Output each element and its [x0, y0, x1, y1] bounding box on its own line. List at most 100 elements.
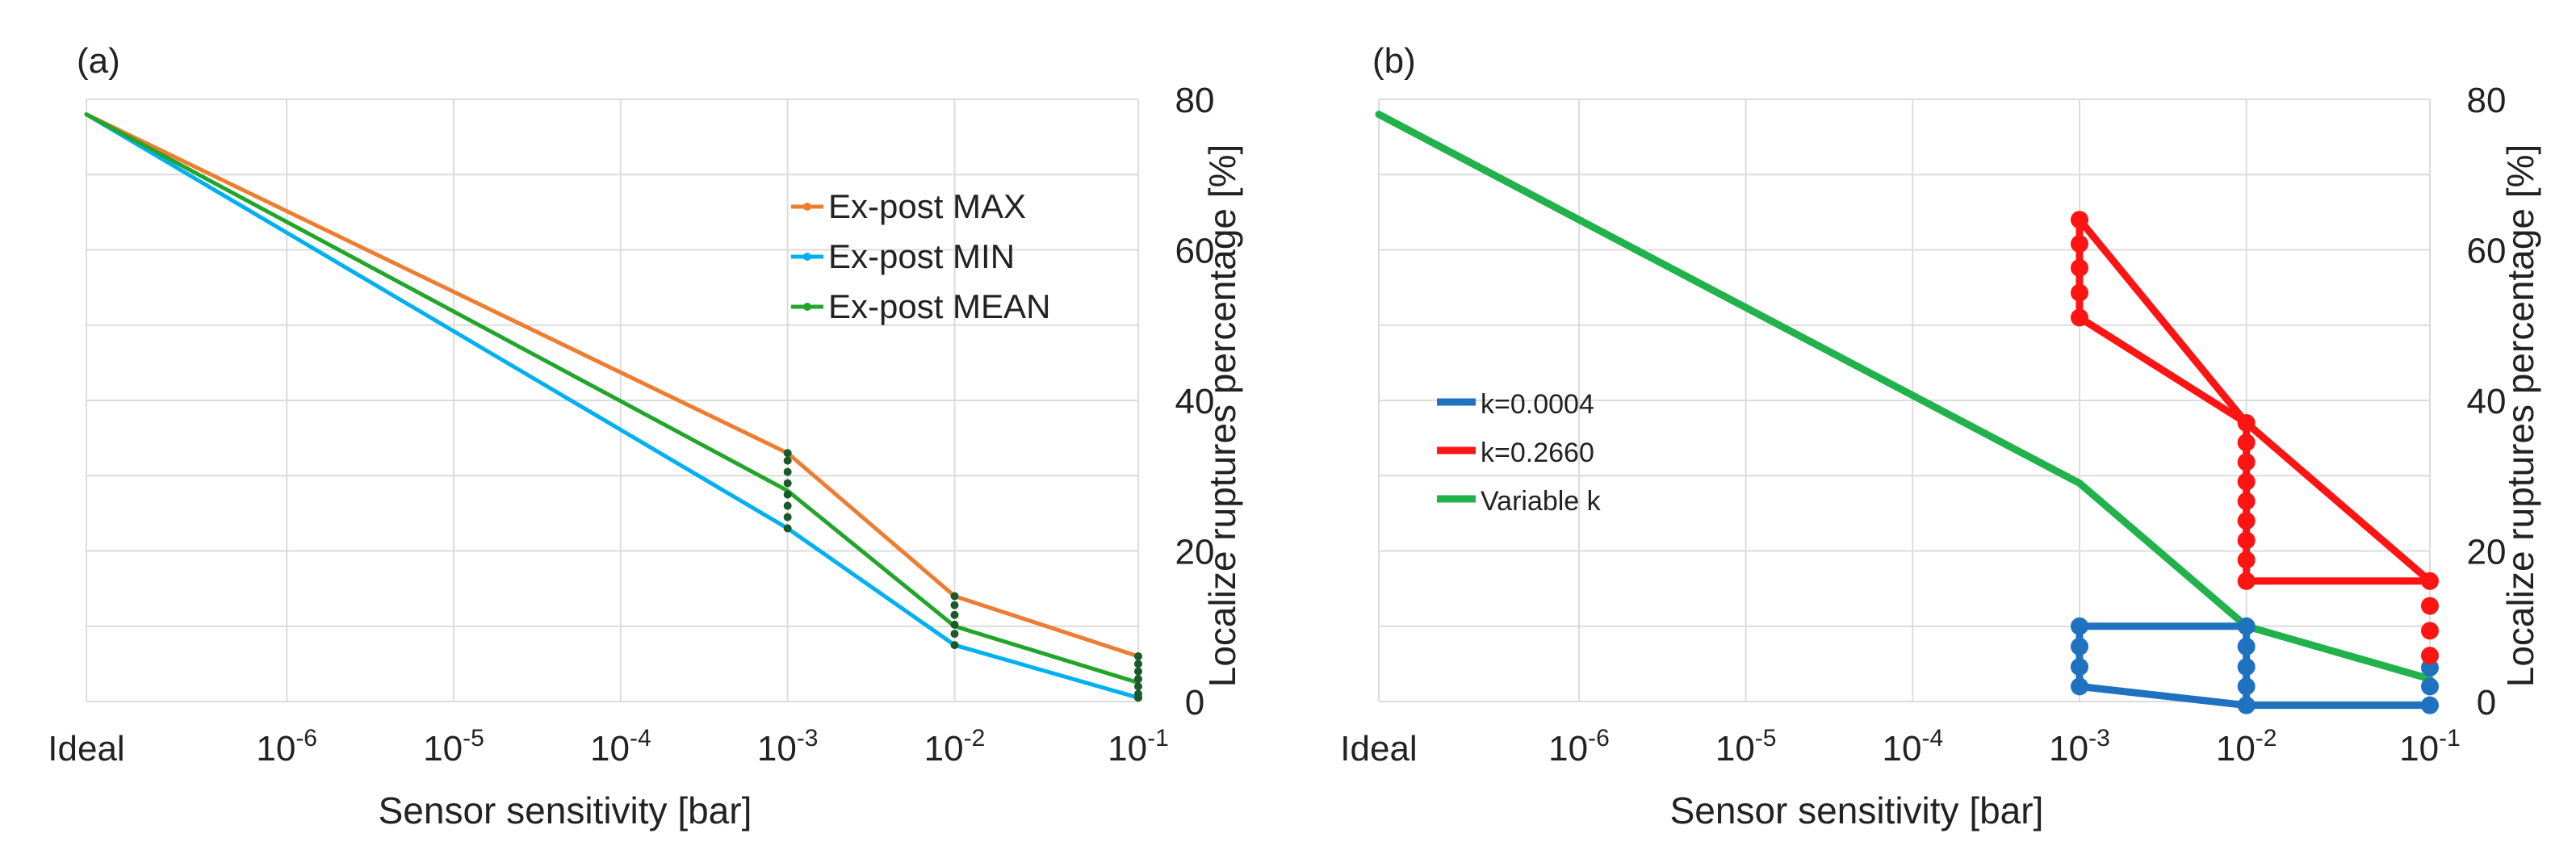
- data-point: [950, 620, 959, 629]
- data-point: [2071, 658, 2088, 676]
- panel-a-markers: [783, 449, 1142, 702]
- data-point: [2237, 531, 2256, 550]
- x-tick-label: 10-5: [423, 725, 484, 769]
- data-point: [2237, 572, 2256, 590]
- legend-marker: [803, 203, 811, 211]
- data-point: [783, 513, 792, 521]
- data-point: [2421, 696, 2439, 714]
- data-point: [2237, 637, 2256, 655]
- data-point: [2237, 434, 2256, 452]
- y-tick-label: 60: [2467, 232, 2507, 271]
- panel-b-label: (b): [1372, 41, 1416, 81]
- data-point: [2071, 677, 2088, 696]
- x-tick-label: 10-4: [590, 725, 651, 769]
- data-point: [2237, 472, 2256, 491]
- x-tick-label: 10-5: [1715, 725, 1777, 769]
- panel-b-markers: [2071, 211, 2439, 714]
- panel-b-x-tick-labels: Ideal 10-6 10-5 10-4 10-3 10-2 10-1: [1340, 725, 2461, 769]
- data-point: [2421, 677, 2439, 696]
- y-tick-label: 80: [2467, 81, 2507, 120]
- y-tick-label: 20: [2467, 533, 2507, 572]
- x-tick-label: 10-3: [757, 725, 819, 769]
- panel-a-x-tick-labels: Ideal 10-6 10-5 10-4 10-3 10-2 10-1: [48, 725, 1169, 769]
- series-line: [84, 112, 1141, 685]
- data-point: [2237, 512, 2256, 530]
- x-tick-label: 10-1: [2399, 725, 2461, 769]
- data-point: [950, 641, 959, 650]
- x-tick-label: 10-4: [1883, 725, 1944, 769]
- data-point: [2421, 622, 2439, 640]
- data-point: [2071, 617, 2088, 635]
- x-tick-label: 10-1: [1108, 725, 1169, 769]
- data-point: [2237, 617, 2256, 635]
- panel-a-legend: Ex-post MAX Ex-post MIN Ex-post MEAN: [791, 187, 1050, 325]
- data-point: [2421, 597, 2439, 615]
- x-tick-label: 10-2: [924, 725, 986, 769]
- data-point: [1134, 675, 1142, 684]
- x-tick-label: 10-2: [2216, 725, 2277, 769]
- data-point: [950, 630, 959, 639]
- x-tick-label: 10-6: [1548, 725, 1610, 769]
- panel-b: (b) 0 20 40 60 80 Ideal 10-6 10-5 10-4 10-3 10-2 1…: [1340, 41, 2541, 831]
- data-point: [2237, 492, 2256, 510]
- y-tick-label: 0: [2477, 683, 2496, 722]
- data-point: [2071, 211, 2088, 229]
- legend-marker: [803, 303, 811, 311]
- legend-entry: Variable k: [1481, 486, 1602, 517]
- data-point: [2071, 283, 2088, 302]
- y-tick-label: 40: [2467, 382, 2507, 421]
- data-point: [2071, 258, 2088, 277]
- data-point: [2237, 551, 2256, 569]
- series-line: [84, 112, 1141, 659]
- panel-a-y-tick-labels: 0 20 40 60 80: [1175, 81, 1215, 722]
- y-tick-label: 0: [1185, 683, 1204, 722]
- panel-b-x-axis-label: Sensor sensitivity [bar]: [1670, 790, 2044, 831]
- x-tick-label: 10-6: [256, 725, 317, 769]
- legend-entry: k=0.2660: [1481, 438, 1594, 468]
- data-point: [2071, 308, 2088, 327]
- x-tick-label: Ideal: [48, 729, 124, 769]
- data-point: [1134, 682, 1142, 691]
- data-point: [2421, 572, 2439, 590]
- x-tick-label: 10-3: [2049, 725, 2110, 769]
- data-point: [2237, 453, 2256, 471]
- data-point: [783, 501, 792, 510]
- y-tick-label: 60: [1175, 232, 1215, 271]
- data-point: [2237, 696, 2256, 714]
- legend-marker: [803, 253, 811, 261]
- data-point: [783, 479, 792, 488]
- legend-entry: k=0.0004: [1481, 389, 1594, 420]
- series-line: [1375, 111, 2434, 683]
- panel-a-series: [84, 112, 1141, 700]
- panel-b-y-axis-label: Localize ruptures percentage [%]: [2499, 144, 2541, 688]
- series-line: [84, 112, 1141, 700]
- x-tick-label: Ideal: [1340, 729, 1417, 769]
- panel-b-gridlines: [1378, 98, 2431, 702]
- data-point: [2071, 235, 2088, 253]
- y-tick-label: 40: [1175, 382, 1215, 421]
- y-tick-label: 20: [1175, 533, 1215, 572]
- data-point: [950, 601, 959, 609]
- legend-entry: Ex-post MEAN: [828, 287, 1050, 325]
- data-point: [950, 610, 959, 619]
- y-tick-label: 80: [1175, 81, 1215, 120]
- data-point: [783, 490, 792, 499]
- data-point: [783, 467, 792, 476]
- data-point: [783, 449, 792, 458]
- data-point: [1134, 667, 1142, 676]
- legend-entry: Ex-post MIN: [828, 237, 1015, 275]
- data-point: [1134, 660, 1142, 668]
- data-point: [950, 592, 959, 601]
- data-point: [2071, 637, 2088, 655]
- panel-a-y-axis-label: Localize ruptures percentage [%]: [1201, 144, 1243, 688]
- data-point: [783, 456, 792, 465]
- data-point: [2237, 658, 2256, 676]
- panel-a-label: (a): [77, 41, 120, 81]
- panel-b-legend: k=0.0004 k=0.2660 Variable k: [1437, 389, 1602, 517]
- legend-entry: Ex-post MAX: [828, 187, 1026, 225]
- data-point: [1134, 693, 1142, 702]
- data-point: [2237, 413, 2256, 432]
- data-point: [1134, 652, 1142, 661]
- panel-a-x-axis-label: Sensor sensitivity [bar]: [379, 790, 752, 831]
